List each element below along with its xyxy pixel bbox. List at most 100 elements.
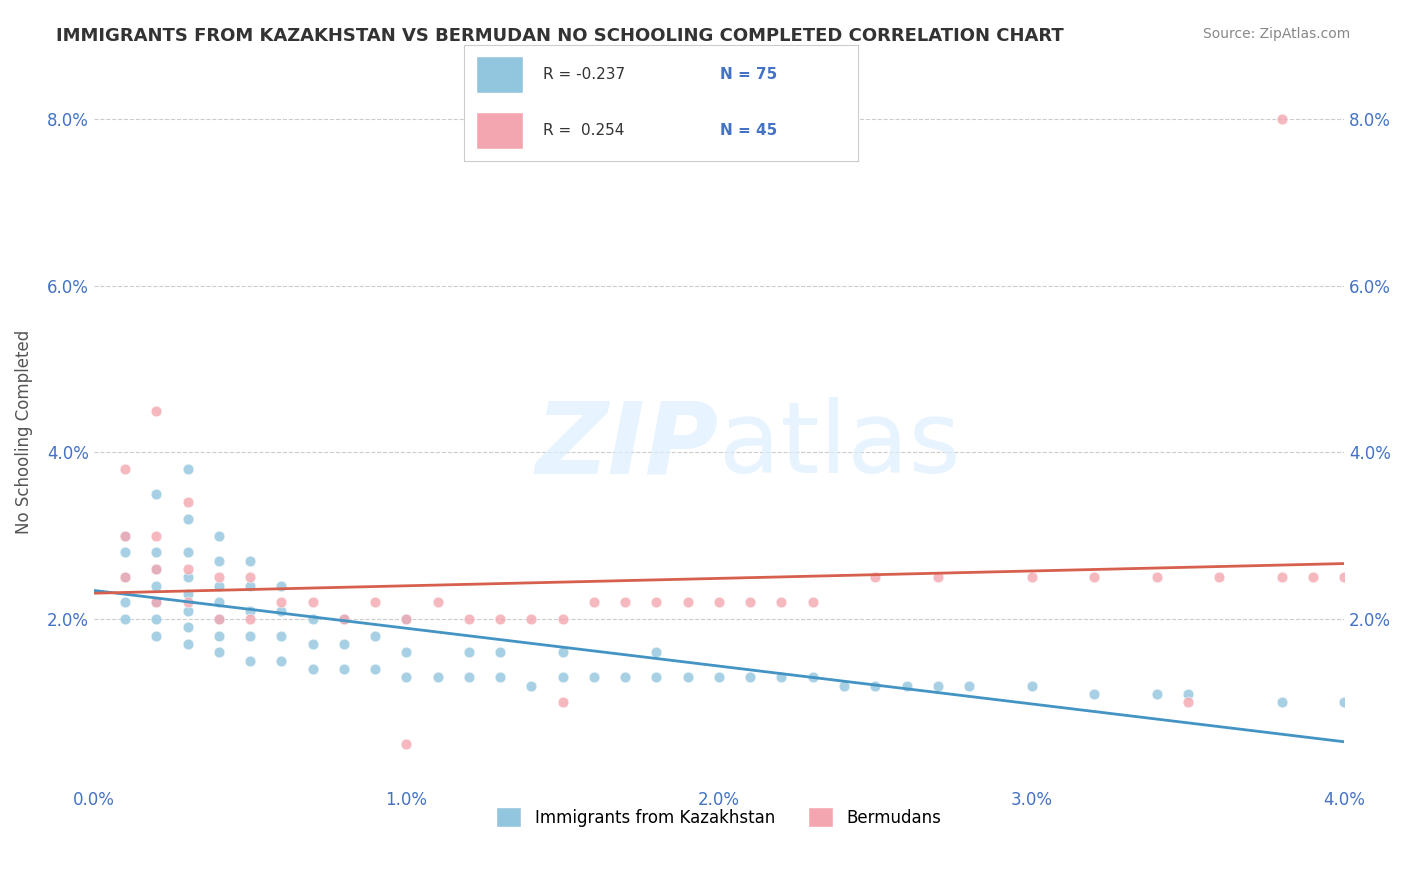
Point (208, 612, 231, 626)
Point (145, 595, 167, 609)
Point (176, 595, 198, 609)
Point (520, 679, 543, 693)
Point (865, 570, 887, 584)
Point (176, 620, 198, 634)
Point (114, 529, 136, 543)
Point (145, 612, 167, 626)
Point (145, 595, 167, 609)
Point (176, 495, 198, 509)
Point (1083, 570, 1105, 584)
Point (896, 679, 918, 693)
Point (145, 629, 167, 643)
Point (333, 612, 356, 626)
Point (114, 570, 136, 584)
Point (364, 629, 387, 643)
Point (489, 670, 512, 684)
Point (927, 679, 949, 693)
Point (582, 670, 605, 684)
Point (1177, 687, 1199, 701)
Point (551, 645, 574, 659)
Text: atlas: atlas (718, 397, 960, 494)
Point (145, 562, 167, 576)
Point (740, 670, 762, 684)
Point (208, 570, 231, 584)
Point (270, 579, 292, 593)
Point (614, 595, 637, 609)
Point (239, 612, 262, 626)
Point (114, 462, 136, 476)
Point (208, 529, 231, 543)
Point (1302, 570, 1324, 584)
Point (582, 595, 605, 609)
Point (1208, 570, 1230, 584)
Point (457, 612, 479, 626)
Point (927, 570, 949, 584)
Point (957, 679, 980, 693)
Point (176, 570, 198, 584)
Point (520, 612, 543, 626)
Point (1271, 696, 1294, 710)
Point (145, 404, 167, 418)
Point (1271, 112, 1294, 127)
Point (114, 595, 136, 609)
Point (301, 662, 323, 676)
Point (301, 612, 323, 626)
Y-axis label: No Schooling Completed: No Schooling Completed (15, 329, 32, 533)
Point (301, 637, 323, 651)
Point (114, 612, 136, 626)
Point (176, 604, 198, 618)
Point (239, 604, 262, 618)
Point (395, 612, 418, 626)
Point (801, 595, 824, 609)
Point (395, 612, 418, 626)
Point (239, 579, 262, 593)
Point (1083, 687, 1105, 701)
FancyBboxPatch shape (475, 112, 523, 149)
Point (1333, 696, 1355, 710)
Point (239, 570, 262, 584)
Point (1271, 570, 1294, 584)
Point (364, 595, 387, 609)
Point (1333, 570, 1355, 584)
Point (457, 670, 479, 684)
Text: N = 75: N = 75 (720, 67, 778, 82)
Point (270, 629, 292, 643)
Point (1021, 679, 1043, 693)
Point (676, 670, 699, 684)
Point (145, 579, 167, 593)
Point (145, 562, 167, 576)
Point (270, 595, 292, 609)
Point (114, 529, 136, 543)
Point (1177, 696, 1199, 710)
Point (614, 670, 637, 684)
Point (301, 595, 323, 609)
Text: ZIP: ZIP (536, 397, 718, 494)
Point (176, 462, 198, 476)
Point (676, 595, 699, 609)
Text: R = -0.237: R = -0.237 (543, 67, 624, 82)
Point (208, 629, 231, 643)
Point (333, 637, 356, 651)
Point (208, 645, 231, 659)
Point (270, 604, 292, 618)
Point (457, 645, 479, 659)
Point (333, 662, 356, 676)
Point (395, 645, 418, 659)
Point (832, 679, 855, 693)
Point (270, 654, 292, 668)
Point (208, 612, 231, 626)
Point (208, 554, 231, 568)
Point (333, 612, 356, 626)
Point (239, 654, 262, 668)
Point (1146, 687, 1168, 701)
Legend: Immigrants from Kazakhstan, Bermudans: Immigrants from Kazakhstan, Bermudans (489, 800, 948, 834)
Text: R =  0.254: R = 0.254 (543, 123, 624, 138)
Point (1021, 570, 1043, 584)
Point (551, 670, 574, 684)
Point (145, 529, 167, 543)
Point (176, 545, 198, 559)
Point (865, 679, 887, 693)
Point (707, 595, 730, 609)
Point (770, 595, 793, 609)
Point (239, 629, 262, 643)
